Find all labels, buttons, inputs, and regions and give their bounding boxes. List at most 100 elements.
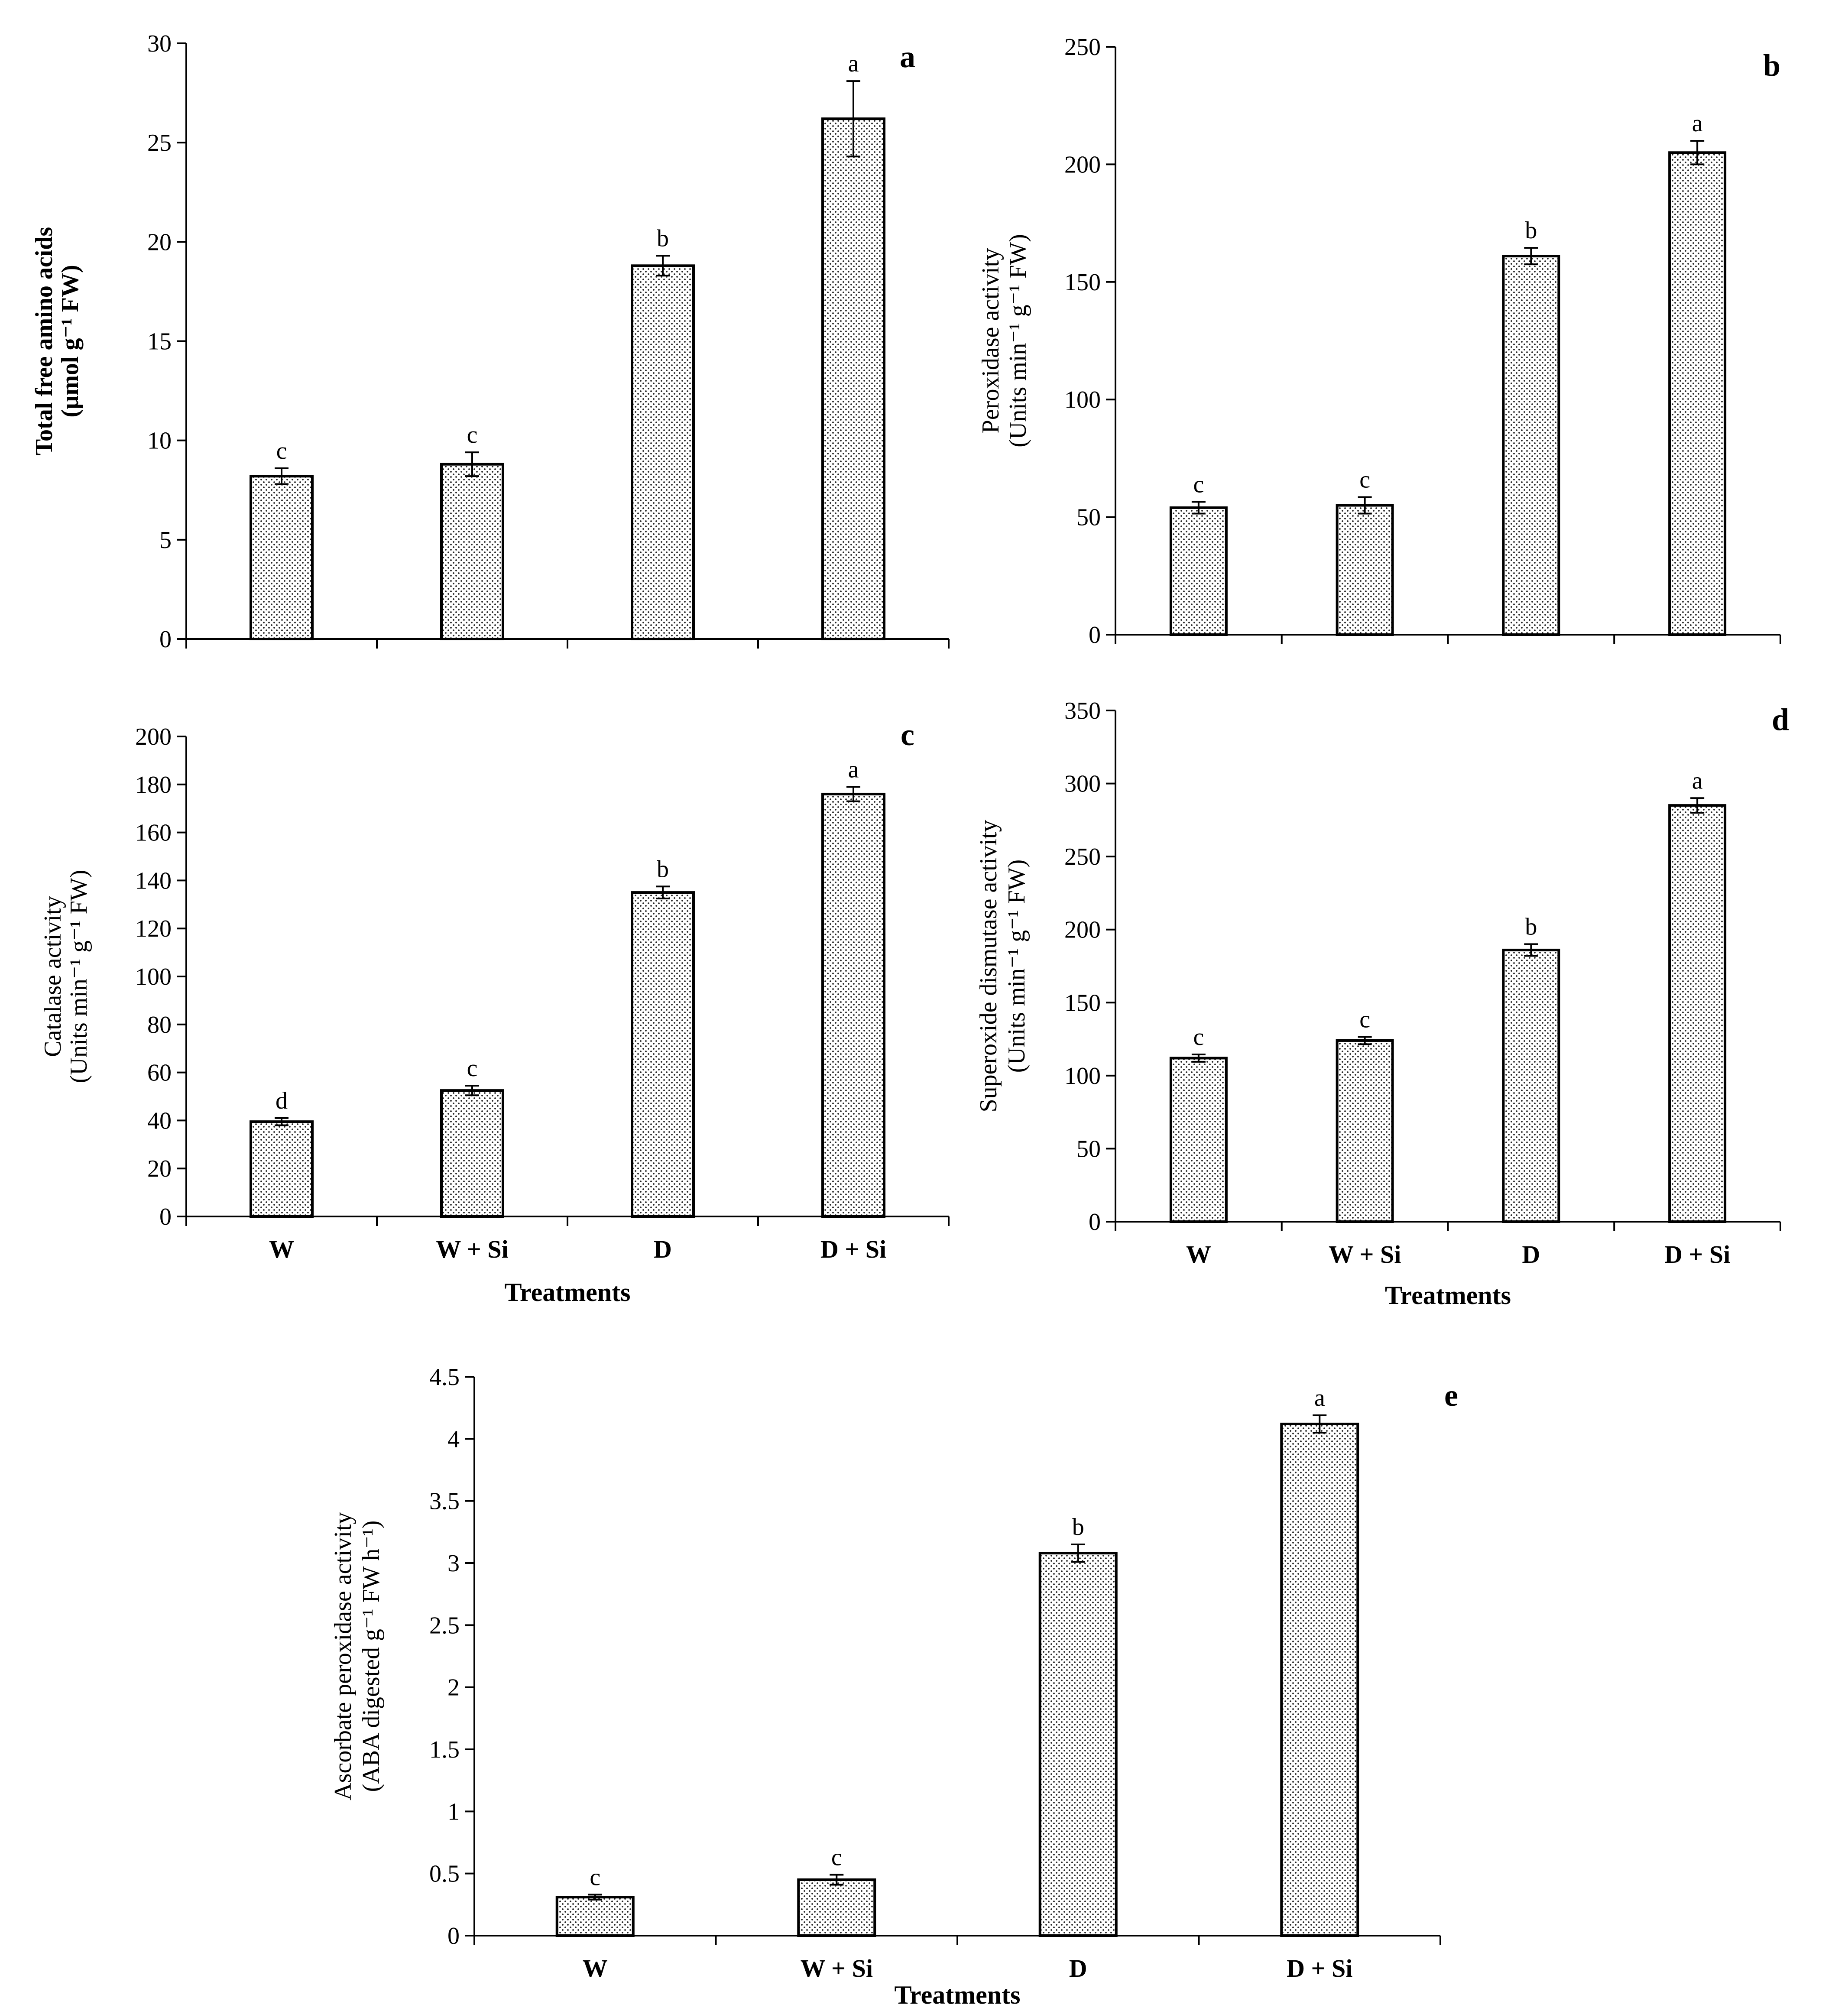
y-tick-label: 20 [147,1155,172,1182]
significance-letter: b [657,856,669,882]
y-tick-label: 350 [1064,697,1101,724]
y-axis-title-line-1: Peroxidase activity [977,248,1004,434]
x-tick-label: D + Si [820,1235,886,1263]
y-tick-label: 50 [1076,504,1101,531]
y-tick-label: 200 [1064,917,1101,944]
y-tick-label: 2 [447,1674,460,1701]
x-axis-title: Treatments [504,1278,630,1307]
y-tick-label: 0 [159,1203,172,1230]
bar-e-2 [797,1878,876,1937]
y-tick-label: 180 [135,772,172,798]
y-tick-label: 20 [147,229,172,256]
bar-c-1 [250,1120,314,1218]
x-tick-label: W [1186,1240,1211,1268]
bar-d-1 [1169,1057,1228,1223]
y-axis-title-line-1: Ascorbate peroxidase activity [330,1512,357,1800]
significance-letter: d [276,1087,288,1114]
y-tick-label: 300 [1064,771,1101,798]
bar-e-3 [1038,1552,1118,1937]
y-tick-label: 0 [1089,622,1101,649]
significance-letter: b [1525,913,1537,940]
bar-b-4 [1668,151,1727,636]
y-tick-label: 1.5 [429,1736,460,1763]
y-tick-label: 40 [147,1107,172,1134]
y-tick-label: 15 [147,328,172,355]
panel-b: 0 50 100 150 200 250 c c b a Peroxidase activity (U… [977,34,1781,649]
x-tick-label: W + Si [1329,1240,1401,1268]
y-tick-label: 5 [159,527,172,554]
panel-d: 0 50 100 150 200 250 300 350 c Wc W + Si b Da D + Si T… [975,697,1789,1310]
y-tick-label: 25 [147,130,172,156]
significance-letter: a [848,50,859,77]
y-tick-label: 10 [147,428,172,454]
y-axis-title-line-2: (Units min⁻¹ g⁻¹ FW) [1003,860,1030,1073]
significance-letter: a [1314,1385,1325,1411]
y-axis-title-line-2: (Units min⁻¹ g⁻¹ FW) [65,870,92,1083]
y-axis-title-line-1: Total free amino acids [31,227,58,455]
significance-letter: c [467,422,478,448]
significance-letter: c [1193,1024,1204,1051]
significance-letter: c [1359,1006,1370,1033]
significance-letter: b [657,225,669,252]
bar-b-2 [1336,504,1394,636]
bar-b-1 [1169,506,1228,636]
significance-letter: a [848,756,859,783]
y-tick-label: 80 [147,1012,172,1038]
bar-c-2 [440,1089,504,1218]
bar-c-3 [631,891,695,1218]
y-tick-label: 200 [1064,151,1101,178]
y-tick-label: 0.5 [429,1861,460,1888]
y-tick-label: 50 [1076,1135,1101,1162]
bar-d-4 [1668,804,1727,1223]
bar-d-3 [1502,948,1560,1223]
y-axis-title-line-2: (Units min⁻¹ g⁻¹ FW) [1005,234,1031,447]
significance-letter: a [1692,110,1703,137]
bar-a-2 [440,463,504,640]
panel-a: 0 5 10 15 20 25 30 c c b a Total free amino acids(µ… [31,30,950,653]
panel-c: 0 20 40 60 80 100 120 140 160 180 200 d Wc W + Si b Da D… [39,717,950,1307]
y-tick-label: 3.5 [429,1488,460,1515]
significance-letter: a [1692,767,1703,794]
bar-d-2 [1336,1039,1394,1223]
y-tick-label: 100 [1064,1063,1101,1090]
bar-b-3 [1502,255,1560,636]
y-tick-label: 140 [135,867,172,894]
y-axis-title-line-1: Superoxide dismutase activity [975,820,1002,1113]
significance-letter: c [831,1844,842,1871]
significance-letter: c [276,438,287,464]
significance-letter: c [467,1055,478,1082]
x-tick-label: W [269,1235,294,1263]
y-tick-label: 120 [135,915,172,942]
y-axis-title-line-2: (µmol g⁻¹ FW) [57,265,84,417]
panel-letter: a [900,39,915,74]
y-tick-label: 0 [447,1923,460,1949]
y-tick-label: 0 [1089,1209,1101,1236]
y-tick-label: 100 [1064,386,1101,413]
significance-letter: c [1193,471,1204,498]
y-tick-label: 200 [135,723,172,750]
significance-letter: b [1072,1514,1084,1541]
x-tick-label: D [1069,1954,1087,1982]
y-tick-label: 160 [135,820,172,847]
panel-letter: b [1763,48,1780,83]
y-tick-label: 2.5 [429,1612,460,1639]
y-tick-label: 60 [147,1060,172,1087]
x-tick-label: D [1522,1240,1540,1268]
y-tick-label: 150 [1064,989,1101,1016]
y-tick-label: 250 [1064,34,1101,61]
y-axis-title-line-1: Catalase activity [39,896,66,1057]
panel-e: 0 0.5 1 1.5 2 2.5 3 3.5 4 4.5 c Wc W + Si b Da D + Si Tr… [330,1364,1458,2009]
y-tick-label: 4 [447,1426,460,1453]
significance-letter: c [590,1864,600,1891]
y-tick-label: 1 [447,1798,460,1825]
bar-e-1 [555,1896,635,1937]
x-tick-label: W + Si [801,1954,873,1982]
x-tick-label: W [583,1954,608,1982]
y-tick-label: 3 [447,1550,460,1577]
significance-letter: b [1525,217,1537,244]
y-tick-label: 250 [1064,843,1101,870]
significance-letter: c [1359,466,1370,493]
panel-letter: d [1772,702,1789,737]
x-tick-label: W + Si [436,1235,508,1263]
y-tick-label: 0 [159,626,172,653]
